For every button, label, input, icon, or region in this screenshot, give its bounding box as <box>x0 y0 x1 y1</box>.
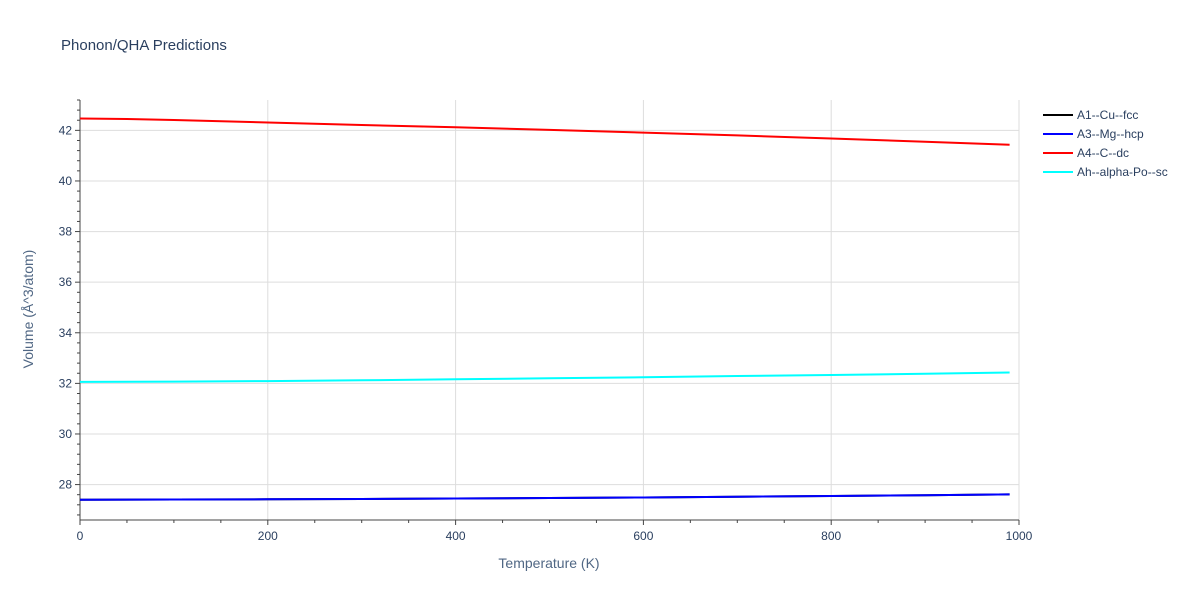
y-axis-title: Volume (Å^3/atom) <box>20 250 36 369</box>
y-tick-label: 34 <box>59 326 73 340</box>
series-line-Ah--alpha-Po--sc <box>79 371 1010 383</box>
y-tick-label: 40 <box>59 174 73 188</box>
legend-label: A3--Mg--hcp <box>1077 127 1144 141</box>
y-tick-label: 42 <box>59 123 73 137</box>
series-line-A3--Mg--hcp <box>79 493 1010 501</box>
chart-title: Phonon/QHA Predictions <box>61 37 227 54</box>
x-axis-title: Temperature (K) <box>498 555 599 571</box>
legend: A1--Cu--fcc A3--Mg--hcp A4--C--dc Ah--alpha… <box>1043 108 1168 179</box>
x-tick-label: 0 <box>77 529 84 543</box>
legend-label: A1--Cu--fcc <box>1077 108 1138 122</box>
x-tick-label: 1000 <box>1006 529 1033 543</box>
x-tick-label: 200 <box>258 529 278 543</box>
y-tick-label: 36 <box>59 275 73 289</box>
grid <box>80 100 1020 520</box>
x-tick-label: 600 <box>633 529 653 543</box>
legend-label: A4--C--dc <box>1077 146 1129 160</box>
x-tick-label: 800 <box>821 529 841 543</box>
series-layer <box>79 117 1010 501</box>
y-tick-label: 38 <box>59 225 73 239</box>
y-tick-label: 28 <box>59 478 73 492</box>
legend-label: Ah--alpha-Po--sc <box>1077 165 1168 179</box>
x-tick-label: 400 <box>446 529 466 543</box>
y-tick-label: 32 <box>59 376 73 390</box>
y-tick-label: 30 <box>59 427 73 441</box>
series-line-A4--C--dc <box>79 117 1010 146</box>
axes: 0 200 400 600 800 1000 28 30 32 34 36 38 40 42 <box>59 99 1033 543</box>
